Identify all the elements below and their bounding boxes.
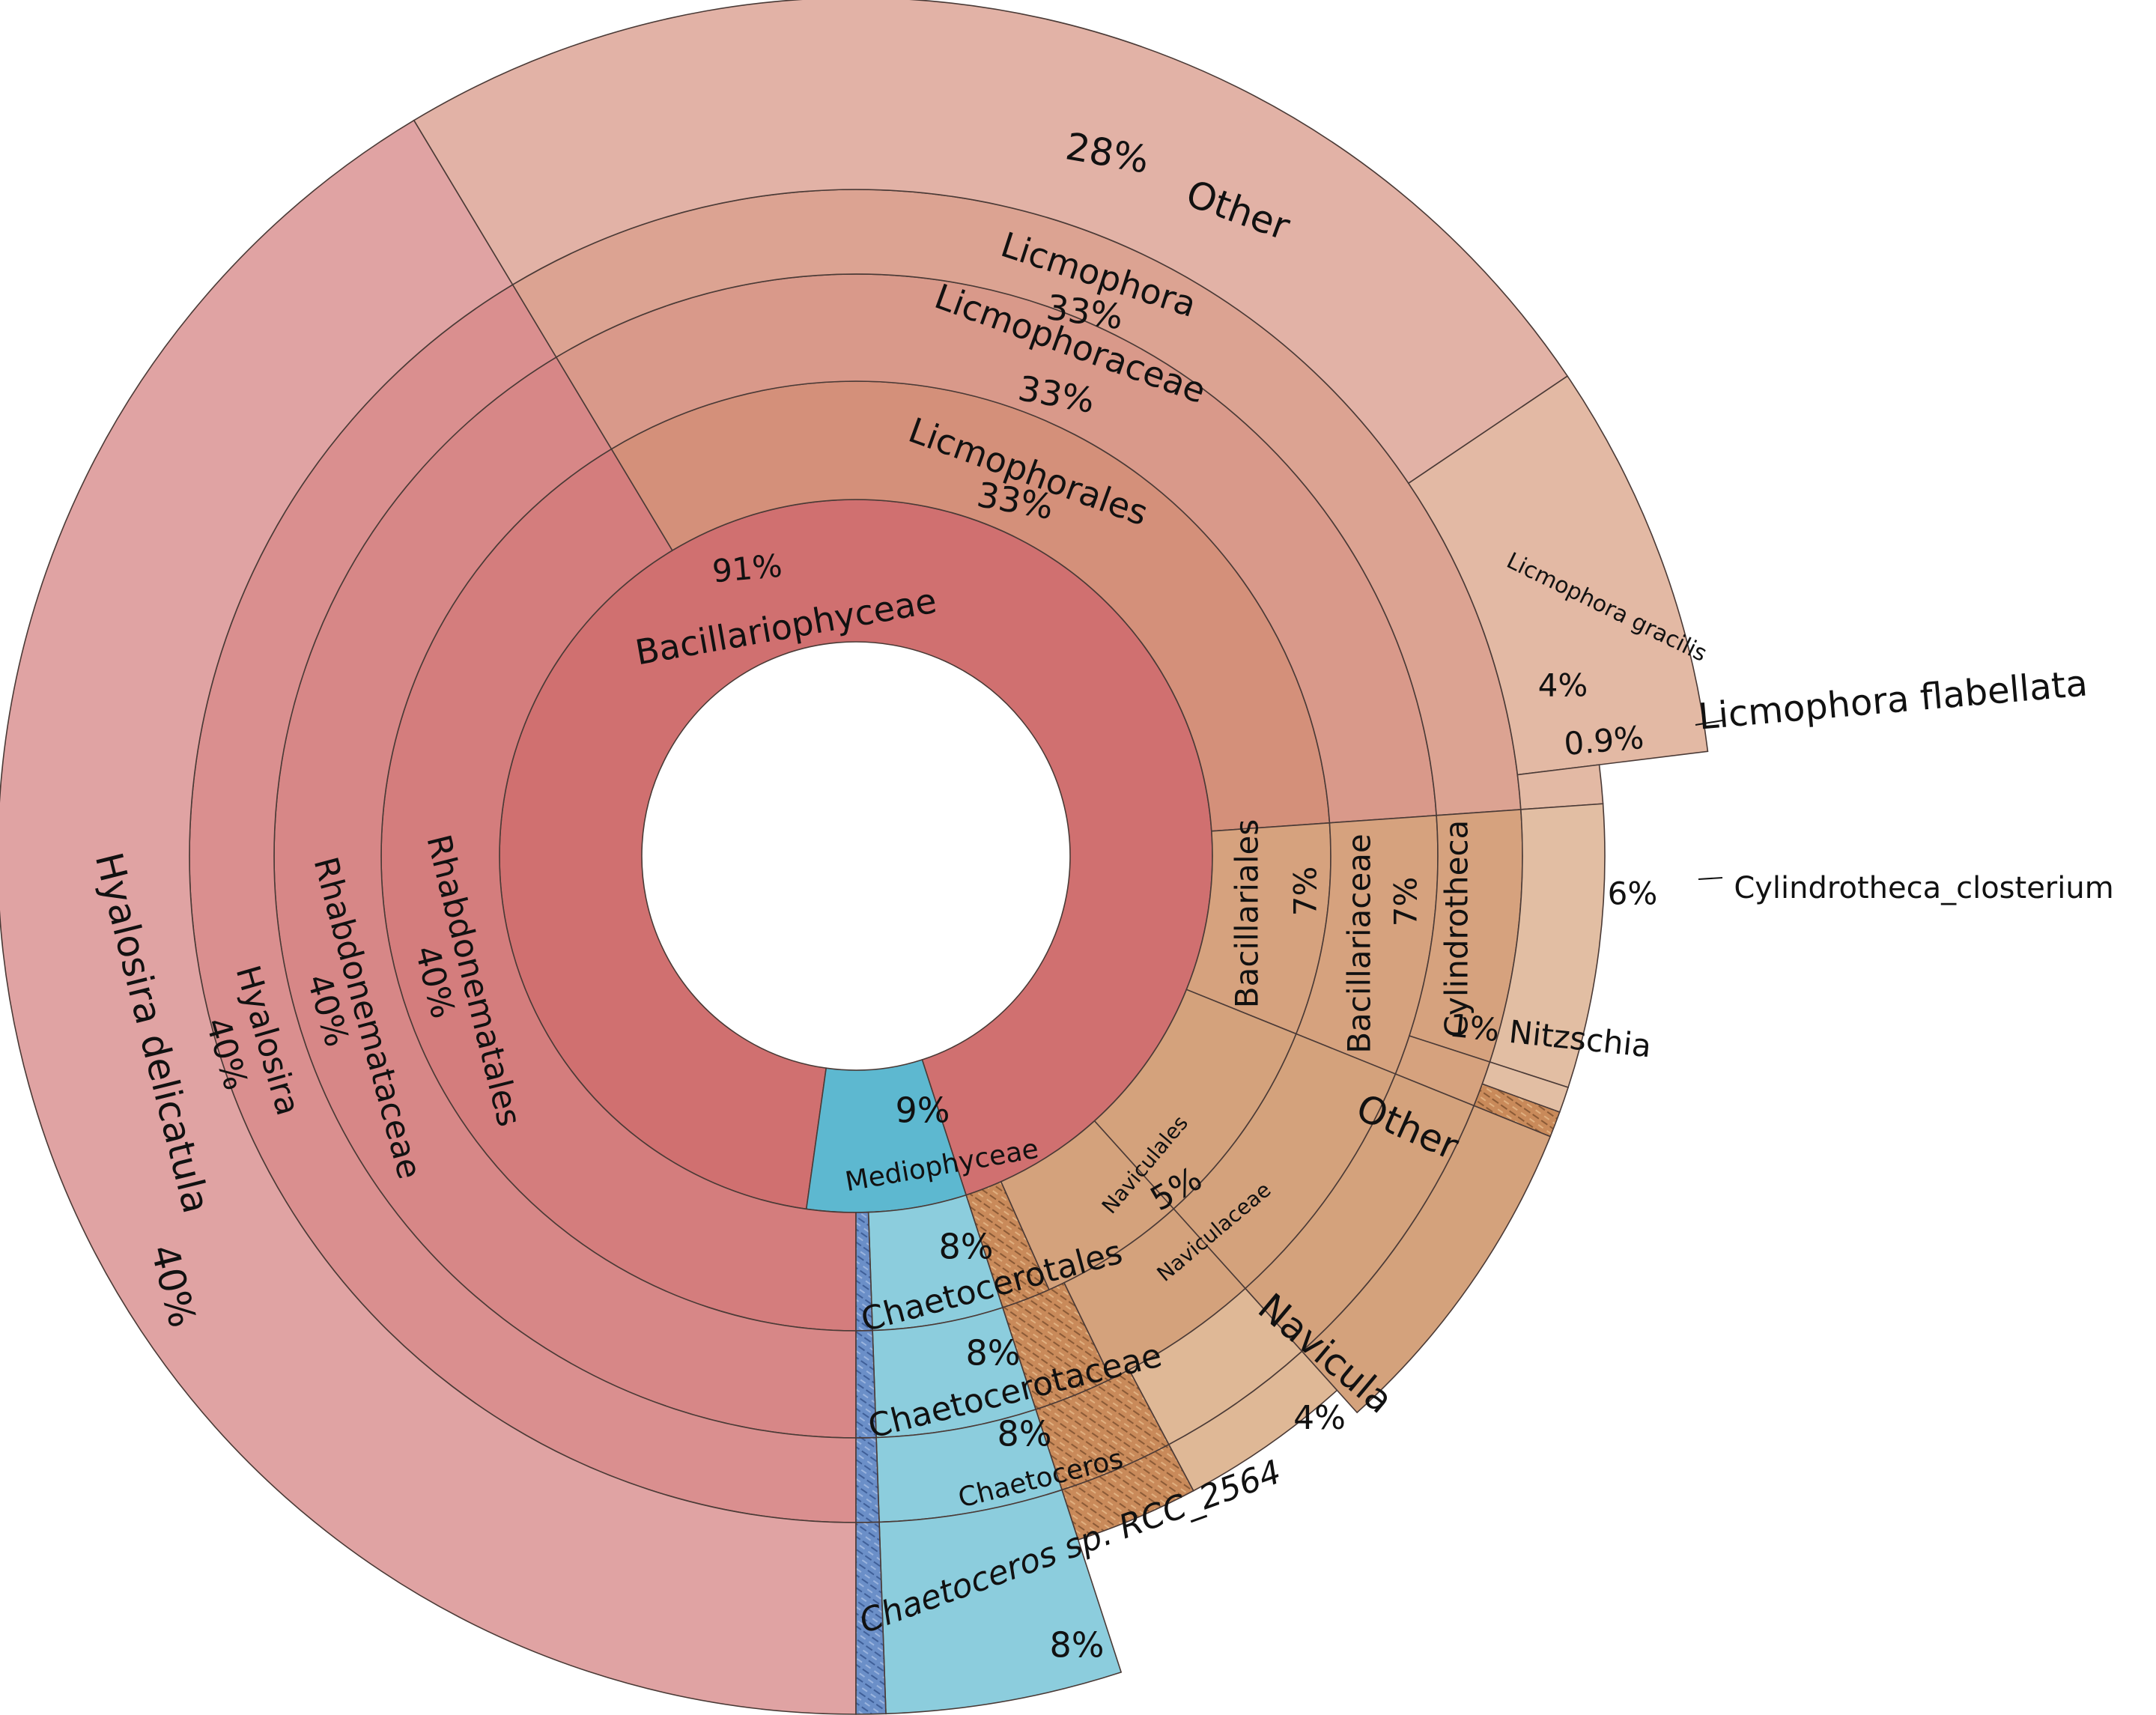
chaetocerotales-pct-label: 8%	[939, 1227, 994, 1267]
hyalosira-delicatula-wedge[interactable]	[0, 119, 857, 1715]
closterium-leader	[1698, 877, 1723, 880]
navicula-pct-label: 4%	[1293, 1399, 1346, 1437]
licmophora-gracilis-pct-label: 4%	[1538, 667, 1588, 704]
licmophora-flabellata-pct-label: 0.9%	[1562, 719, 1645, 762]
licmophora-flabellata-label: Licmophora flabellata	[1697, 662, 2089, 738]
bacillario-pct-label: 91%	[711, 547, 783, 590]
medio-pct-label: 9%	[896, 1090, 950, 1131]
cylindrotheca-closterium-pct-label: 6%	[1608, 875, 1658, 912]
bacillariales-pct-label: 7%	[1287, 866, 1324, 917]
unclassified-blue-wedge-4[interactable]	[855, 1521, 887, 1715]
bacillariaceae-pct-label: 7%	[1388, 877, 1424, 927]
other-species-wedge[interactable]	[413, 0, 1569, 485]
flabellata-leader	[1695, 720, 1723, 726]
sunburst-wedges	[0, 0, 1709, 1715]
bacillariaceae-label: Bacillariaceae	[1341, 834, 1378, 1054]
cylindrotheca-closterium-label: Cylindrotheca_closterium	[1734, 871, 2113, 905]
unclassified-blue-wedge-3[interactable]	[855, 1436, 880, 1523]
chaetocerotaceae-pct-label: 8%	[966, 1333, 1021, 1373]
cylindrotheca-label: Cylindrotheca	[1439, 820, 1475, 1038]
bacillariales-label: Bacillariales	[1229, 819, 1266, 1008]
chaetoceros-rcc-pct-label: 8%	[1050, 1625, 1105, 1666]
chaetoceros-pct-label: 8%	[997, 1414, 1052, 1454]
licmophora-gracilis-wedge[interactable]	[1407, 375, 1709, 776]
